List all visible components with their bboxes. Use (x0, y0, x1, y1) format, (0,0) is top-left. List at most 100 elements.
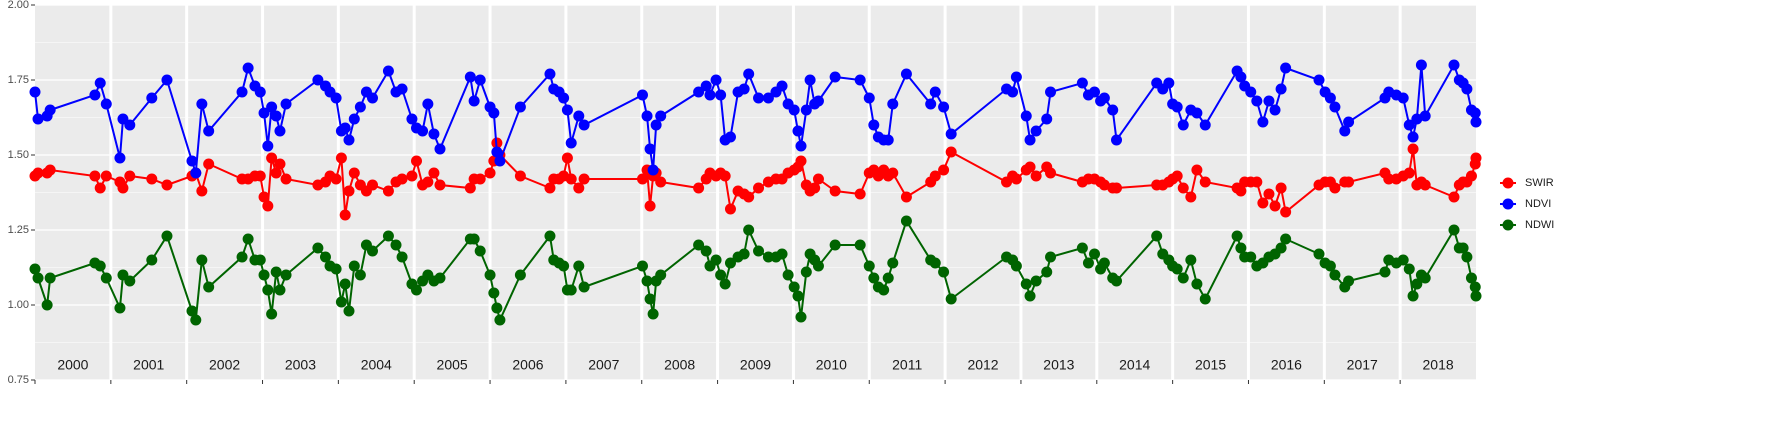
data-point (1343, 116, 1355, 128)
data-point (1339, 125, 1351, 137)
data-point (655, 176, 667, 188)
data-point (396, 83, 408, 95)
data-point (929, 257, 941, 269)
data-point (573, 110, 585, 122)
year-label: 2011 (892, 357, 922, 373)
data-point (812, 173, 824, 185)
data-point (1024, 290, 1036, 302)
data-point (262, 140, 274, 152)
data-point (636, 173, 648, 185)
data-point (1171, 263, 1183, 275)
data-point (1098, 92, 1110, 104)
data-point (1010, 260, 1022, 272)
data-point (1313, 74, 1325, 86)
data-point (114, 152, 126, 164)
data-point (804, 74, 816, 86)
data-point (1403, 119, 1415, 131)
data-point (641, 275, 653, 287)
data-point (693, 86, 705, 98)
data-point (396, 251, 408, 263)
data-point (1251, 95, 1263, 107)
data-point (330, 92, 342, 104)
year-label: 2006 (512, 357, 543, 373)
data-point (514, 170, 526, 182)
data-point (795, 311, 807, 323)
data-point (1076, 77, 1088, 89)
data-point (1448, 59, 1460, 71)
data-point (719, 170, 731, 182)
data-point (1263, 188, 1275, 200)
legend-label: SWIR (1525, 177, 1554, 189)
data-point (196, 254, 208, 266)
data-point (854, 74, 866, 86)
data-point (203, 125, 215, 137)
data-point (782, 269, 794, 281)
data-point (558, 92, 570, 104)
data-point (1076, 242, 1088, 254)
y-tick-label: 1.00 (8, 299, 29, 311)
data-point (319, 251, 331, 263)
data-point (236, 86, 248, 98)
data-point (1199, 176, 1211, 188)
data-point (1089, 86, 1101, 98)
data-point (655, 110, 667, 122)
data-point (32, 113, 44, 125)
data-point (644, 200, 656, 212)
data-point (1465, 170, 1477, 182)
data-point (1235, 185, 1247, 197)
data-point (274, 158, 286, 170)
legend-label: NDVI (1525, 198, 1551, 210)
data-point (203, 281, 215, 293)
data-point (1263, 95, 1275, 107)
data-point (1329, 101, 1341, 113)
data-point (1469, 281, 1481, 293)
data-point (1010, 173, 1022, 185)
data-point (1343, 176, 1355, 188)
data-point (753, 182, 765, 194)
data-point (1397, 254, 1409, 266)
data-point (464, 71, 476, 83)
data-point (89, 89, 101, 101)
data-point (280, 269, 292, 281)
data-point (396, 173, 408, 185)
data-point (743, 224, 755, 236)
year-label: 2017 (1347, 357, 1378, 373)
data-point (1191, 107, 1203, 119)
data-point (1199, 293, 1211, 305)
data-point (1107, 104, 1119, 116)
data-point (339, 278, 351, 290)
data-point (1383, 173, 1395, 185)
data-point (343, 134, 355, 146)
data-point (114, 302, 126, 314)
data-point (1231, 230, 1243, 242)
data-point (1470, 152, 1482, 164)
year-label: 2012 (967, 357, 998, 373)
data-point (1280, 62, 1292, 74)
data-point (335, 152, 347, 164)
data-point (1448, 191, 1460, 203)
data-point (1465, 272, 1477, 284)
year-label: 2000 (57, 357, 88, 373)
data-point (788, 281, 800, 293)
data-point (100, 272, 112, 284)
data-point (1111, 134, 1123, 146)
data-point (693, 239, 705, 251)
data-point (719, 278, 731, 290)
data-point (262, 200, 274, 212)
data-point (762, 251, 774, 263)
data-point (1177, 119, 1189, 131)
data-point (868, 272, 880, 284)
data-point (1235, 242, 1247, 254)
data-point (1461, 251, 1473, 263)
data-point (254, 86, 266, 98)
data-point (146, 254, 158, 266)
data-point (514, 101, 526, 113)
data-point (1403, 263, 1415, 275)
data-point (161, 179, 173, 191)
data-point (776, 248, 788, 260)
data-point (270, 167, 282, 179)
data-point (474, 245, 486, 257)
data-point (312, 242, 324, 254)
data-point (565, 173, 577, 185)
y-tick-label: 1.25 (8, 224, 29, 236)
